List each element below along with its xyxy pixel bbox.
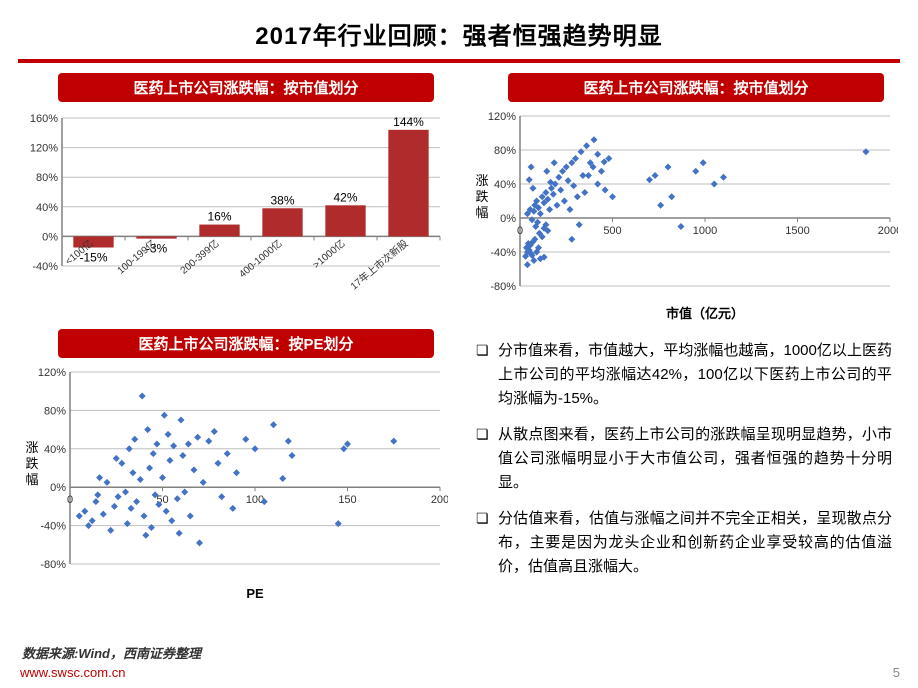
bullet-3: 分估值来看，估值与涨幅之间并不完全正相关，呈现散点分布，主要是因为龙头企业和创新… <box>476 507 892 579</box>
svg-text:120%: 120% <box>30 143 58 155</box>
svg-text:500: 500 <box>603 225 621 237</box>
svg-text:跌: 跌 <box>25 456 38 471</box>
panel-bar-chart: 医药上市公司涨跌幅：按市值划分 -40%0%40%80%120%160%-15%… <box>18 73 450 323</box>
main-title: 2017年行业回顾：强者恒强趋势明显 <box>255 23 662 50</box>
svg-text:1500: 1500 <box>785 225 809 237</box>
footer-url: www.swsc.com.cn <box>20 665 125 680</box>
scatter-mktcap-wrap: -80% -40% 0% 40% 80% 120% 0 500 1000 1500 2000 涨跌幅市… <box>468 108 900 324</box>
svg-text:0%: 0% <box>42 231 58 243</box>
scatter-pe-svg: -80%-40%0%40%80%120%050100150200涨跌幅PE <box>18 364 448 604</box>
svg-text:200: 200 <box>431 494 448 506</box>
panel-bullets: 分市值来看，市值越大，平均涨幅也越高，1000亿以上医药上市公司的平均涨幅达42… <box>468 329 900 619</box>
scatter-pe-wrap: -80%-40%0%40%80%120%050100150200涨跌幅PE <box>18 364 450 620</box>
svg-text:80%: 80% <box>36 172 58 184</box>
panel-header-bar: 医药上市公司涨跌幅：按市值划分 <box>58 73 434 102</box>
svg-text:120%: 120% <box>488 111 516 123</box>
content-grid: 医药上市公司涨跌幅：按市值划分 -40%0%40%80%120%160%-15%… <box>18 73 900 619</box>
svg-text:38%: 38% <box>270 193 294 207</box>
svg-text:-40%: -40% <box>32 261 58 273</box>
svg-text:-80%: -80% <box>490 281 516 293</box>
data-source: 数据来源:Wind，西南证券整理 <box>22 643 201 662</box>
svg-text:PE: PE <box>246 586 264 601</box>
bullet-list: 分市值来看，市值越大，平均涨幅也越高，1000亿以上医药上市公司的平均涨幅达42… <box>468 329 900 579</box>
svg-text:80%: 80% <box>494 145 516 157</box>
svg-text:-40%: -40% <box>40 521 66 533</box>
svg-text:16%: 16% <box>207 210 231 224</box>
svg-text:100-199亿: 100-199亿 <box>114 237 158 277</box>
bar-chart-svg: -40%0%40%80%120%160%-15%<100亿-3%100-199亿… <box>18 108 448 324</box>
panel-scatter-mktcap: 医药上市公司涨跌幅：按市值划分 -80% -40% 0% 40% 80% 120% 0 500… <box>468 73 900 323</box>
svg-text:2000: 2000 <box>878 225 898 237</box>
svg-text:80%: 80% <box>44 405 66 417</box>
svg-text:40%: 40% <box>44 444 66 456</box>
bullet-2: 从散点图来看，医药上市公司的涨跌幅呈现明显趋势，小市值公司涨幅明显小于大市值公司… <box>476 423 892 495</box>
scatter-mktcap-svg: -80% -40% 0% 40% 80% 120% 0 500 1000 1500 2000 涨跌幅市… <box>468 108 898 324</box>
svg-text:144%: 144% <box>393 115 424 129</box>
panel-header-pe: 医药上市公司涨跌幅：按PE划分 <box>58 329 434 358</box>
svg-text:40%: 40% <box>36 202 58 214</box>
svg-text:幅: 幅 <box>475 205 488 220</box>
svg-text:0%: 0% <box>50 482 66 494</box>
svg-text:40%: 40% <box>494 179 516 191</box>
panel-scatter-pe: 医药上市公司涨跌幅：按PE划分 -80%-40%0%40%80%120%0501… <box>18 329 450 619</box>
svg-text:市值（亿元）: 市值（亿元） <box>666 306 744 321</box>
svg-text:100: 100 <box>246 494 264 506</box>
svg-text:42%: 42% <box>333 190 357 204</box>
svg-text:1000: 1000 <box>693 225 717 237</box>
svg-text:17年上市次新股: 17年上市次新股 <box>348 237 411 293</box>
title-row: 2017年行业回顾：强者恒强趋势明显 <box>18 16 900 51</box>
svg-text:160%: 160% <box>30 113 58 125</box>
svg-text:幅: 幅 <box>25 472 38 487</box>
svg-text:400-1000亿: 400-1000亿 <box>236 237 284 281</box>
slide-root: 2017年行业回顾：强者恒强趋势明显 医药上市公司涨跌幅：按市值划分 -40%0… <box>0 0 918 688</box>
svg-text:-40%: -40% <box>490 247 516 259</box>
svg-text:0%: 0% <box>500 213 516 225</box>
svg-text:0: 0 <box>517 225 523 237</box>
bullet-1: 分市值来看，市值越大，平均涨幅也越高，1000亿以上医药上市公司的平均涨幅达42… <box>476 339 892 411</box>
page-number: 5 <box>893 665 900 680</box>
svg-text:150: 150 <box>338 494 356 506</box>
svg-text:200-399亿: 200-399亿 <box>177 237 221 277</box>
svg-text:120%: 120% <box>38 367 66 379</box>
panel-header-mktcap: 医药上市公司涨跌幅：按市值划分 <box>508 73 884 102</box>
svg-text:涨: 涨 <box>475 173 488 188</box>
title-underline <box>18 59 900 63</box>
svg-text:0: 0 <box>67 494 73 506</box>
svg-text:涨: 涨 <box>25 440 38 455</box>
svg-text:-80%: -80% <box>40 559 66 571</box>
svg-text:跌: 跌 <box>475 189 488 204</box>
bar-chart-wrap: -40%0%40%80%120%160%-15%<100亿-3%100-199亿… <box>18 108 450 324</box>
